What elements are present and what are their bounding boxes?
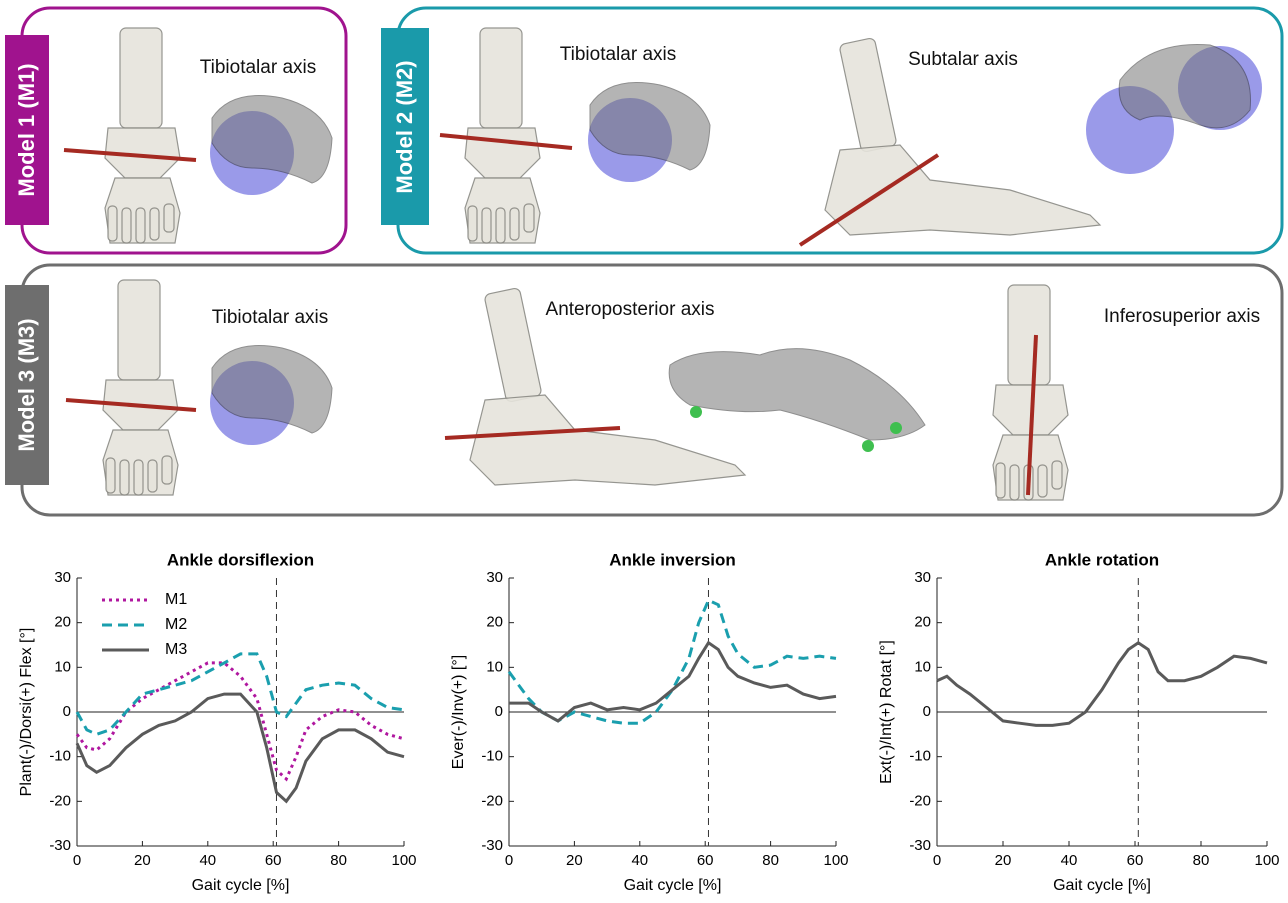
- landmark: [890, 422, 902, 434]
- legend-label: M1: [165, 591, 187, 608]
- axis-label: Inferosuperior axis: [1104, 306, 1260, 327]
- y-tick-label: 30: [914, 569, 931, 586]
- landmark: [862, 440, 874, 452]
- y-tick-label: -20: [481, 792, 503, 809]
- x-tick-label: 40: [199, 852, 216, 869]
- x-tick-label: 60: [265, 852, 282, 869]
- model-tab: [5, 285, 49, 485]
- chart-title: Ankle rotation: [1045, 550, 1159, 569]
- axis-line: [65, 398, 197, 412]
- axis-label: Tibiotalar axis: [212, 307, 329, 328]
- y-tick-label: 10: [486, 658, 503, 675]
- x-tick-label: 20: [134, 852, 151, 869]
- x-axis-label: Gait cycle [%]: [1053, 877, 1151, 894]
- x-tick-label: 0: [933, 852, 941, 869]
- talus-model: [1118, 43, 1251, 129]
- legend-label: M3: [165, 641, 187, 658]
- axis-label: Tibiotalar axis: [560, 44, 677, 65]
- axis-line: [1026, 334, 1038, 496]
- talus-model: [587, 82, 711, 183]
- x-tick-label: 40: [631, 852, 648, 869]
- x-tick-label: 0: [505, 852, 513, 869]
- y-tick-label: 20: [54, 614, 71, 631]
- y-tick-label: 10: [914, 658, 931, 675]
- series-line: [936, 640, 1268, 727]
- chart-title: Ankle dorsiflexion: [167, 550, 314, 569]
- y-axis-label: Plant(-)/Dorsi(+) Flex [°]: [18, 628, 35, 797]
- x-tick-label: 100: [391, 852, 416, 869]
- talus-model: [209, 345, 333, 446]
- x-axis-label: Gait cycle [%]: [624, 877, 722, 894]
- y-tick-label: -20: [909, 792, 931, 809]
- y-axis-label: Ext(-)/Int(+) Rotat [°]: [878, 640, 895, 784]
- y-tick-label: -30: [49, 837, 71, 854]
- x-tick-label: 60: [697, 852, 714, 869]
- model-tab: [381, 28, 429, 225]
- y-tick-label: -20: [49, 792, 71, 809]
- x-tick-label: 100: [823, 852, 848, 869]
- y-tick-label: 30: [54, 569, 71, 586]
- y-tick-label: 0: [495, 703, 503, 720]
- model-tab: [5, 35, 49, 225]
- series-line: [75, 661, 405, 782]
- landmark: [690, 406, 702, 418]
- axis-line: [798, 153, 940, 247]
- axis-label: Tibiotalar axis: [200, 57, 317, 78]
- y-tick-label: -10: [909, 748, 931, 765]
- axis-line: [444, 426, 621, 440]
- y-tick-label: -10: [49, 748, 71, 765]
- axis-line: [439, 133, 573, 150]
- foot-mesh: [668, 348, 926, 441]
- series-line: [509, 640, 837, 723]
- y-tick-label: -30: [481, 837, 503, 854]
- y-tick-label: 0: [923, 703, 931, 720]
- axis-label: Anteroposterior axis: [546, 299, 715, 320]
- talus-model: [209, 95, 333, 196]
- y-tick-label: 0: [63, 703, 71, 720]
- x-tick-label: 80: [330, 852, 347, 869]
- x-tick-label: 80: [1193, 852, 1210, 869]
- chart-title: Ankle inversion: [609, 550, 736, 569]
- series-line: [75, 652, 405, 736]
- y-tick-label: -30: [909, 837, 931, 854]
- axis-label: Subtalar axis: [908, 49, 1018, 70]
- y-tick-label: 30: [486, 569, 503, 586]
- x-tick-label: 100: [1254, 852, 1279, 869]
- x-tick-label: 20: [566, 852, 583, 869]
- bone-model: [464, 27, 541, 244]
- model-label: Model 3 (M3): [14, 318, 39, 451]
- x-tick-label: 0: [73, 852, 81, 869]
- x-tick-label: 20: [995, 852, 1012, 869]
- bone-model: [104, 27, 181, 244]
- bone-model: [102, 279, 179, 496]
- model-label: Model 1 (M1): [14, 63, 39, 196]
- x-tick-label: 40: [1061, 852, 1078, 869]
- x-axis-label: Gait cycle [%]: [192, 877, 290, 894]
- y-tick-label: 10: [54, 658, 71, 675]
- x-tick-label: 80: [762, 852, 779, 869]
- y-axis-label: Ever(-)/Inv(+) [°]: [450, 655, 467, 769]
- y-tick-label: -10: [481, 748, 503, 765]
- x-tick-label: 60: [1127, 852, 1144, 869]
- y-tick-label: 20: [914, 614, 931, 631]
- axis-line: [63, 148, 197, 162]
- legend-label: M2: [165, 616, 187, 633]
- series-line: [507, 598, 837, 725]
- model-label: Model 2 (M2): [392, 60, 417, 193]
- series-line: [75, 692, 405, 804]
- y-tick-label: 20: [486, 614, 503, 631]
